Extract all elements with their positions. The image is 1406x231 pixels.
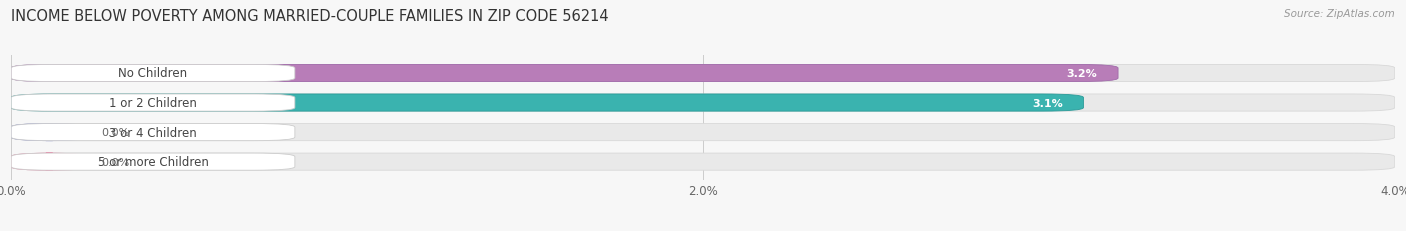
FancyBboxPatch shape	[11, 65, 1395, 82]
Text: 0.0%: 0.0%	[101, 128, 129, 137]
Text: No Children: No Children	[118, 67, 187, 80]
Text: 3.1%: 3.1%	[1032, 98, 1063, 108]
FancyBboxPatch shape	[11, 124, 295, 141]
Text: 5 or more Children: 5 or more Children	[97, 155, 208, 168]
FancyBboxPatch shape	[11, 153, 1395, 170]
Text: 0.0%: 0.0%	[101, 157, 129, 167]
FancyBboxPatch shape	[11, 65, 295, 82]
FancyBboxPatch shape	[11, 94, 1084, 112]
Text: Source: ZipAtlas.com: Source: ZipAtlas.com	[1284, 9, 1395, 19]
FancyBboxPatch shape	[11, 153, 87, 170]
FancyBboxPatch shape	[11, 153, 295, 170]
Text: 3 or 4 Children: 3 or 4 Children	[110, 126, 197, 139]
FancyBboxPatch shape	[11, 94, 1395, 112]
Text: 3.2%: 3.2%	[1067, 69, 1097, 79]
Text: 1 or 2 Children: 1 or 2 Children	[110, 97, 197, 109]
FancyBboxPatch shape	[11, 94, 295, 112]
FancyBboxPatch shape	[11, 65, 1118, 82]
Text: INCOME BELOW POVERTY AMONG MARRIED-COUPLE FAMILIES IN ZIP CODE 56214: INCOME BELOW POVERTY AMONG MARRIED-COUPL…	[11, 9, 609, 24]
FancyBboxPatch shape	[11, 124, 87, 141]
FancyBboxPatch shape	[11, 124, 1395, 141]
